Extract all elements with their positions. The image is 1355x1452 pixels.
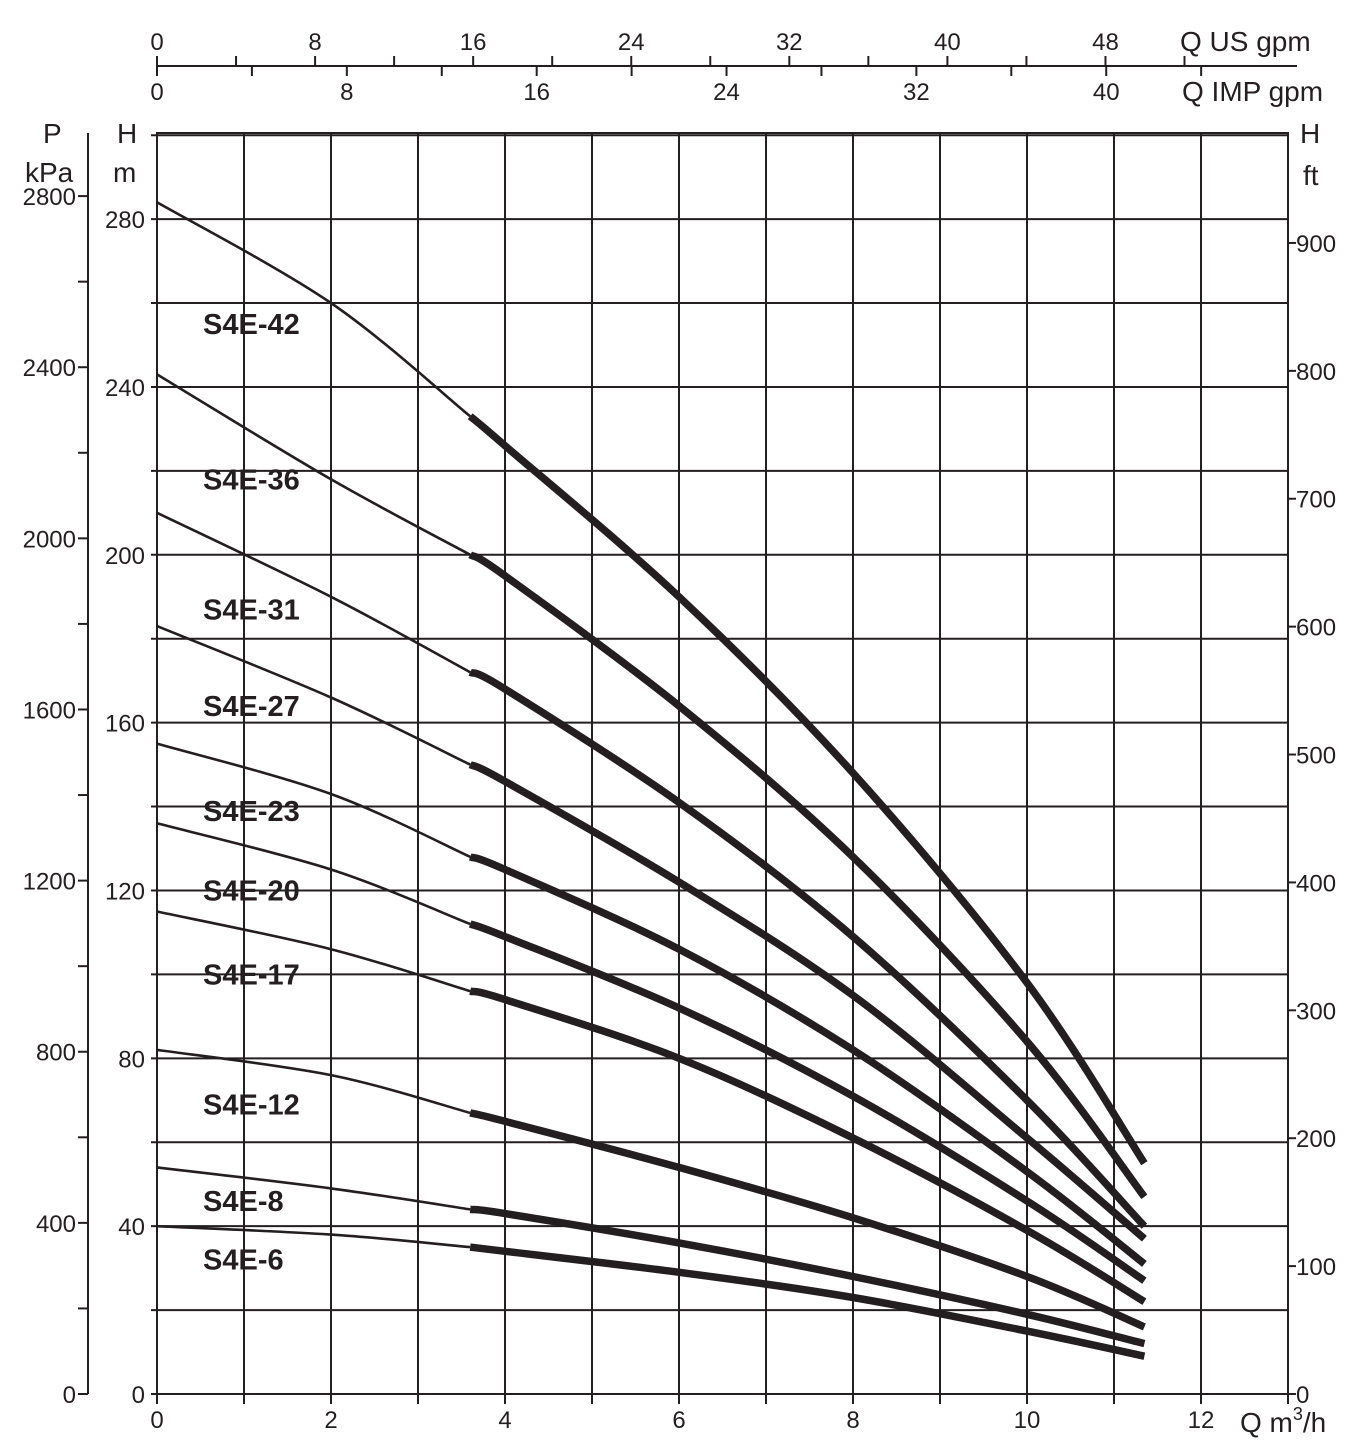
curve-label-s4e-6: S4E-6: [203, 1245, 284, 1277]
h-ft-tick-label: 700: [1296, 487, 1336, 514]
curve-label-s4e-31: S4E-31: [203, 594, 300, 626]
curve-label-s4e-42: S4E-42: [203, 309, 300, 341]
x-tick-label: 10: [1014, 1407, 1041, 1434]
x-tick-label: 8: [846, 1407, 859, 1434]
curve-s4e-12-operating: [469, 1109, 1146, 1331]
x-tick-label: 12: [1188, 1407, 1215, 1434]
p-kpa-tick-label: 800: [36, 1040, 76, 1067]
curve-s4e-12-thin: [156, 1048, 471, 1115]
curve-s4e-27-thin: [156, 624, 471, 766]
curve-s4e-23-operating: [468, 853, 1147, 1267]
top-us-gpm-label: Q US gpm: [1180, 26, 1311, 57]
curve-label-s4e-36: S4E-36: [203, 464, 300, 496]
imp-gpm-tick-label: 8: [340, 79, 353, 106]
h-ft-axis-title: H: [1300, 118, 1320, 149]
p-kpa-tick-label: 1200: [23, 869, 76, 896]
h-m-axis-title: H: [117, 118, 137, 149]
p-kpa-tick-label: 2800: [23, 184, 76, 211]
curve-label-s4e-23: S4E-23: [203, 796, 300, 828]
curve-s4e-6-thin: [156, 1224, 471, 1249]
curve-s4e-8-thin: [156, 1166, 471, 1211]
imp-gpm-tick-label: 40: [1093, 79, 1120, 106]
h-m-tick-label: 120: [105, 878, 145, 905]
h-ft-tick-label: 200: [1296, 1126, 1336, 1153]
h-ft-tick-label: 100: [1296, 1254, 1336, 1281]
curve-s4e-42-thin: [156, 201, 472, 418]
p-kpa-tick-label: 0: [63, 1382, 76, 1409]
curve-s4e-31-thin: [156, 511, 471, 674]
curve-s4e-20-thin: [156, 822, 471, 926]
h-ft-tick-label: 900: [1296, 231, 1336, 258]
axes: 0 2 4 6 8 10 120408012016020024028004008001200…: [23, 29, 1336, 1434]
curve-label-s4e-27: S4E-27: [203, 691, 300, 723]
h-m-tick-label: 200: [105, 543, 145, 570]
h-m-tick-label: 80: [118, 1046, 145, 1073]
x-axis-title: Q m3/h: [1240, 1404, 1326, 1438]
curve-label-s4e-12: S4E-12: [203, 1089, 300, 1121]
p-axis-unit: kPa: [25, 157, 74, 188]
plot-frame: [156, 132, 1289, 1395]
us-gpm-tick-label: 16: [460, 29, 487, 56]
axis-titles: Q US gpm Q IMP gpm P kPa H m H ft Q m3/h: [25, 26, 1326, 1438]
us-gpm-tick-label: 32: [776, 29, 803, 56]
h-ft-tick-label: 600: [1296, 615, 1336, 642]
curve-s4e-6-operating: [469, 1243, 1146, 1360]
curve-label-s4e-20: S4E-20: [203, 875, 300, 907]
curve-labels: S4E-42 S4E-36 S4E-31 S4E-27 S4E-23 S4E-20 S4E-…: [203, 309, 300, 1277]
x-tick-label: 2: [324, 1407, 337, 1434]
h-ft-tick-label: 400: [1296, 870, 1336, 897]
p-axis-title: P: [43, 118, 62, 149]
curve-s4e-42-operating: [467, 413, 1148, 1166]
us-gpm-tick-label: 24: [618, 29, 645, 56]
h-ft-tick-label: 800: [1296, 359, 1336, 386]
pump-curves: [156, 201, 1148, 1360]
curve-label-s4e-17: S4E-17: [203, 959, 300, 991]
curve-s4e-23-thin: [156, 742, 471, 859]
us-gpm-tick-label: 0: [150, 29, 163, 56]
x-tick-label: 0: [150, 1407, 163, 1434]
curve-s4e-31-operating: [468, 668, 1148, 1229]
curve-label-s4e-8: S4E-8: [203, 1186, 284, 1218]
h-m-axis-unit: m: [113, 157, 136, 188]
h-m-tick-label: 280: [105, 207, 145, 234]
h-ft-axis-unit: ft: [1303, 160, 1319, 191]
h-ft-tick-label: 0: [1296, 1382, 1309, 1409]
curve-s4e-36-thin: [156, 373, 471, 556]
x-tick-label: 6: [672, 1407, 685, 1434]
p-kpa-tick-label: 2400: [23, 355, 76, 382]
imp-gpm-tick-label: 0: [150, 79, 163, 106]
curve-s4e-8-operating: [469, 1205, 1146, 1348]
h-m-tick-label: 240: [105, 375, 145, 402]
p-kpa-tick-label: 1600: [23, 697, 76, 724]
p-kpa-tick-label: 2000: [23, 526, 76, 553]
h-ft-tick-label: 300: [1296, 998, 1336, 1025]
curve-s4e-17-operating: [469, 987, 1147, 1305]
us-gpm-tick-label: 40: [934, 29, 961, 56]
curve-s4e-36-operating: [468, 551, 1148, 1200]
imp-gpm-tick-label: 16: [523, 79, 550, 106]
x-tick-label: 4: [498, 1407, 511, 1434]
imp-gpm-tick-label: 32: [903, 79, 930, 106]
h-m-tick-label: 40: [118, 1214, 145, 1241]
h-m-tick-label: 0: [132, 1382, 145, 1409]
top-imp-gpm-label: Q IMP gpm: [1182, 76, 1323, 107]
curve-s4e-17-thin: [156, 910, 471, 993]
p-kpa-tick-label: 400: [36, 1211, 76, 1238]
imp-gpm-tick-label: 24: [713, 79, 740, 106]
curve-s4e-20-operating: [468, 920, 1147, 1284]
us-gpm-tick-label: 8: [308, 29, 321, 56]
h-m-tick-label: 160: [105, 711, 145, 738]
h-ft-tick-label: 500: [1296, 743, 1336, 770]
curve-s4e-27-operating: [468, 761, 1147, 1242]
us-gpm-tick-label: 48: [1092, 29, 1119, 56]
